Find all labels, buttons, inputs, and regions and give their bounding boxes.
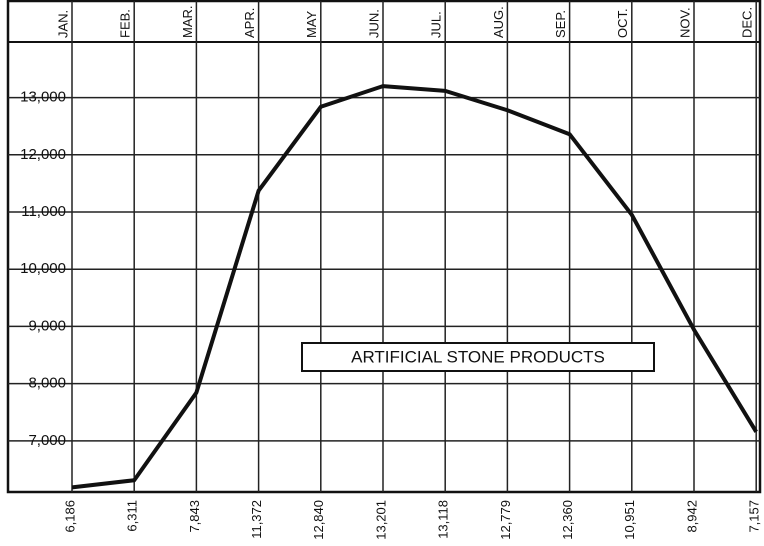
value-label: 10,951 bbox=[622, 500, 637, 540]
x-tick-label: DEC. bbox=[740, 7, 755, 38]
x-tick-label: JUL. bbox=[429, 11, 444, 38]
data-line bbox=[71, 84, 758, 490]
value-label: 8,942 bbox=[684, 500, 699, 533]
x-tick-label: MAY bbox=[304, 10, 319, 38]
value-label: 12,840 bbox=[311, 500, 326, 540]
value-label: 12,779 bbox=[498, 500, 513, 540]
value-label: 6,186 bbox=[62, 500, 77, 533]
y-tick-label: 11,000 bbox=[21, 203, 66, 220]
x-tick-label: NOV. bbox=[677, 7, 692, 38]
frame bbox=[6, 0, 762, 494]
value-label: 7,157 bbox=[747, 500, 762, 533]
x-tick-label: APR. bbox=[242, 8, 257, 38]
annotation-box bbox=[301, 342, 655, 372]
value-label: 11,372 bbox=[249, 500, 264, 539]
y-tick-label: 8,000 bbox=[28, 375, 66, 392]
annotation: ARTIFICIAL STONE PRODUCTS bbox=[351, 347, 605, 366]
x-tick-label: FEB. bbox=[118, 9, 133, 38]
y-tick-label: 7,000 bbox=[28, 432, 66, 449]
value-label: 13,201 bbox=[373, 500, 388, 540]
y-tick-label: 12,000 bbox=[20, 146, 66, 163]
x-tick-label: AUG. bbox=[491, 6, 506, 38]
value-label: 13,118 bbox=[436, 500, 451, 539]
x-tick-label: SEP. bbox=[553, 10, 568, 38]
value-label: 12,360 bbox=[560, 500, 575, 540]
x-tick-label: JUN. bbox=[366, 9, 381, 38]
x-tick-label: MAR. bbox=[180, 6, 195, 39]
x-tick-label: OCT. bbox=[615, 8, 630, 38]
value-label: 7,843 bbox=[187, 500, 202, 533]
value-label: 6,311 bbox=[125, 500, 140, 532]
y-tick-label: 9,000 bbox=[28, 317, 66, 334]
y-tick-label: 10,000 bbox=[20, 260, 66, 277]
y-tick-label: 13,000 bbox=[20, 89, 66, 106]
x-tick-label: JAN. bbox=[55, 10, 70, 38]
